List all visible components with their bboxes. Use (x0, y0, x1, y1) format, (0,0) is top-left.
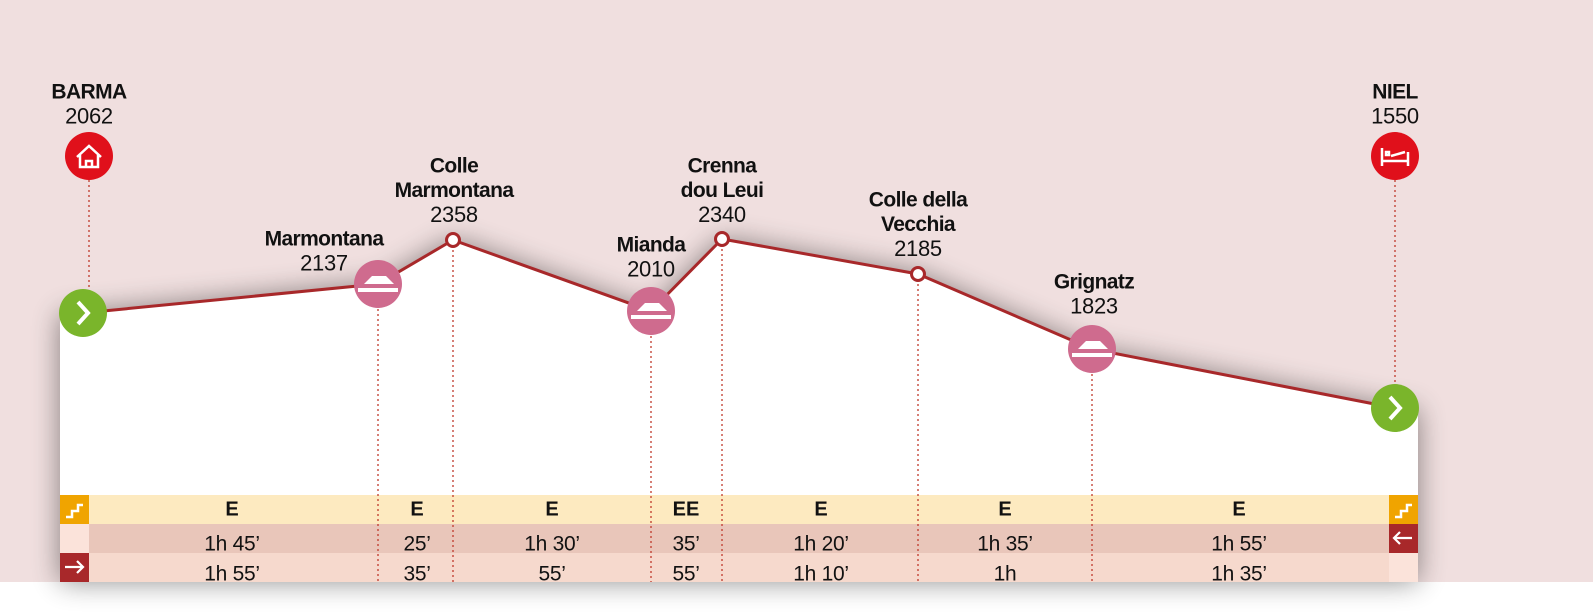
time-forward: 1h 55’ (204, 563, 259, 586)
waypoint-altitude: 1550 (1371, 103, 1419, 128)
time-back: 25’ (403, 533, 430, 556)
time-back: 1h 55’ (1211, 533, 1266, 556)
time-back: 1h 20’ (793, 533, 848, 556)
house-icon (76, 144, 102, 169)
waypoint-name: Marmontana (265, 228, 385, 251)
difficulty: EE (673, 498, 700, 520)
forward-row (60, 553, 1418, 582)
time-back: 1h 45’ (204, 533, 259, 556)
hut-icon (631, 303, 671, 319)
waypoint-altitude: 2010 (627, 256, 675, 281)
time-forward: 1h 10’ (793, 563, 848, 586)
waypoint-altitude: 2137 (300, 250, 348, 275)
hut-icon (1072, 341, 1112, 357)
time-forward: 1h 35’ (1211, 563, 1266, 586)
difficulty: E (225, 498, 238, 520)
waypoint-name: BARMA (51, 81, 127, 104)
difficulty-row (60, 495, 1418, 524)
difficulty: E (545, 498, 558, 520)
time-back: 1h 30’ (524, 533, 579, 556)
waypoint-name: Colle (430, 155, 478, 178)
waypoint-altitude: 1823 (1070, 293, 1118, 318)
waypoint-name: Mianda (617, 234, 687, 257)
cell (60, 524, 89, 553)
cell (1389, 553, 1418, 582)
bed-icon (1380, 148, 1410, 166)
route-marker (59, 289, 107, 337)
waypoint-altitude: 2358 (430, 202, 478, 227)
difficulty: E (998, 498, 1011, 520)
waypoint-name: NIEL (1372, 81, 1418, 104)
arrow-icon (76, 300, 91, 326)
time-forward: 35’ (403, 563, 430, 586)
segment-table (60, 239, 1418, 582)
waypoint-name: Crenna (688, 155, 758, 178)
time-back: 35’ (672, 533, 699, 556)
waypoint-name: Grignatz (1054, 271, 1134, 294)
time-forward: 55’ (672, 563, 699, 586)
hut-icon (358, 276, 398, 292)
difficulty: E (1232, 498, 1245, 520)
waypoint-name: Colle della (869, 189, 968, 212)
waypoint-name: Vecchia (881, 213, 956, 236)
difficulty: E (814, 498, 827, 520)
pass-marker (910, 266, 926, 282)
time-forward: 1h (994, 563, 1017, 586)
difficulty: E (410, 498, 423, 520)
pass-marker (445, 232, 461, 248)
foreground: BARMA2062Marmontana2137ColleMarmontana23… (51, 81, 1419, 586)
arrow-icon (1388, 395, 1403, 421)
waypoint-name: dou Leui (681, 179, 764, 202)
time-forward: 55’ (538, 563, 565, 586)
time-back: 1h 35’ (977, 533, 1032, 556)
difficulty-icon (60, 495, 89, 524)
pass-marker (714, 231, 730, 247)
waypoint-name: Marmontana (395, 179, 515, 202)
return-row (60, 524, 1418, 553)
difficulty-icon (1389, 495, 1418, 524)
endpoint-icon (65, 132, 113, 180)
waypoint-altitude: 2062 (65, 103, 113, 128)
waypoint-altitude: 2340 (698, 202, 746, 227)
waypoint-altitude: 2185 (894, 236, 942, 261)
route-marker (1371, 384, 1419, 432)
